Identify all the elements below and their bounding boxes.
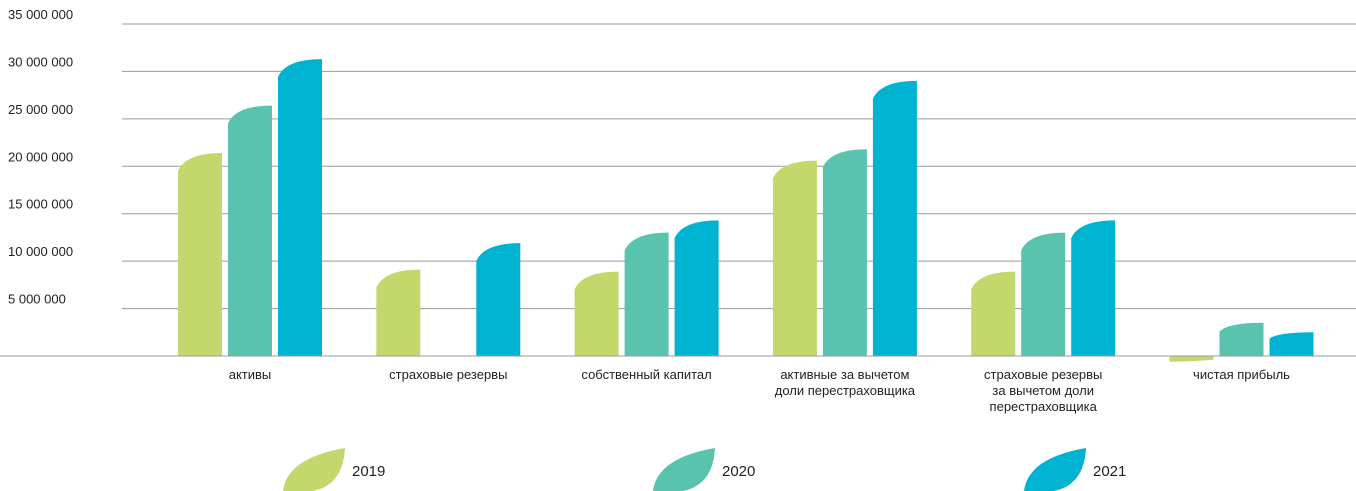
y-axis-ticks: 5 000 000 10 000 000 15 000 000 20 000 000 2… bbox=[8, 7, 73, 307]
bar-2020-2 bbox=[624, 232, 669, 356]
x-category-label: чистая прибыль bbox=[1193, 367, 1290, 382]
x-category-label: активы bbox=[229, 367, 272, 382]
bar-2021-1 bbox=[476, 243, 521, 356]
y-tick-label: 5 000 000 bbox=[8, 292, 66, 307]
x-category-label: активные за вычетом bbox=[780, 367, 909, 382]
legend-swatch-2020 bbox=[653, 448, 715, 491]
legend-label: 2021 bbox=[1093, 463, 1126, 480]
bar-2019-1 bbox=[376, 269, 421, 356]
y-tick-label: 25 000 000 bbox=[8, 102, 73, 117]
bar-2021-0 bbox=[278, 59, 322, 357]
bar-2020-5 bbox=[1219, 322, 1264, 356]
x-category-label: за вычетом доли bbox=[992, 383, 1094, 398]
bar-2019-0 bbox=[178, 153, 222, 356]
x-category-label: перестраховщика bbox=[990, 399, 1098, 414]
bar-2019-2 bbox=[574, 271, 619, 356]
x-axis-labels: активы страховые резервы собственный капит… bbox=[229, 367, 1290, 414]
bar-2020-3 bbox=[822, 149, 867, 356]
bar-2019-4 bbox=[971, 271, 1016, 356]
x-category-label: доли перестраховщика bbox=[775, 383, 916, 398]
x-category-label: собственный капитал bbox=[581, 367, 711, 382]
bar-2020-4 bbox=[1021, 232, 1066, 356]
bar-2021-5 bbox=[1269, 332, 1314, 356]
bar-2021-4 bbox=[1071, 220, 1116, 356]
gridlines bbox=[122, 23, 1356, 310]
legend-label: 2020 bbox=[722, 463, 755, 480]
y-tick-label: 35 000 000 bbox=[8, 7, 73, 22]
legend-label: 2019 bbox=[352, 463, 385, 480]
y-tick-label: 30 000 000 bbox=[8, 54, 73, 69]
bar-2020-0 bbox=[228, 105, 272, 356]
bars bbox=[178, 59, 1314, 362]
bar-2021-2 bbox=[674, 220, 719, 356]
bar-2019-3 bbox=[772, 160, 817, 356]
x-category-label: страховые резервы bbox=[389, 367, 507, 382]
bar-2019-5 bbox=[1169, 356, 1214, 362]
y-tick-label: 10 000 000 bbox=[8, 244, 73, 259]
legend: 2019 2020 2021 bbox=[283, 448, 1126, 491]
x-category-label: страховые резервы bbox=[984, 367, 1102, 382]
y-tick-label: 20 000 000 bbox=[8, 149, 73, 164]
legend-swatch-2019 bbox=[283, 448, 345, 491]
legend-swatch-2021 bbox=[1024, 448, 1086, 491]
y-tick-label: 15 000 000 bbox=[8, 197, 73, 212]
bar-2021-3 bbox=[872, 80, 917, 357]
